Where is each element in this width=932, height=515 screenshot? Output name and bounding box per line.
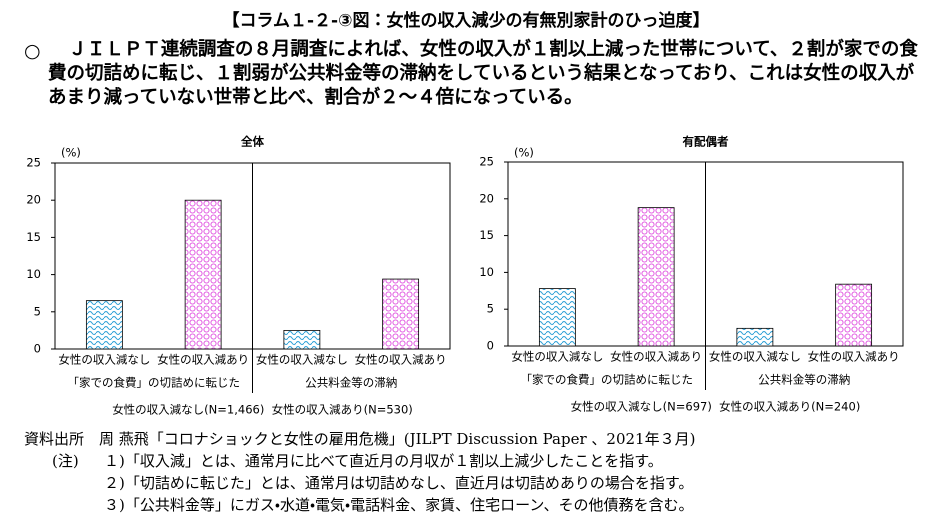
bar <box>382 278 420 350</box>
note: ２)「切詰めに転じた」とは、通常月は切詰めなし、直近月は切詰めありの場合を指す。 <box>104 474 694 492</box>
bar <box>283 329 321 350</box>
bar <box>538 288 576 347</box>
group-label: 公共料金等の滞納 <box>305 376 397 390</box>
y-tick-label: 0 <box>487 339 494 353</box>
bullet: ○ <box>24 40 41 62</box>
y-tick-label: 20 <box>26 193 41 207</box>
y-tick-label: 25 <box>479 155 494 169</box>
group-label: 公共料金等の滞納 <box>758 373 850 387</box>
y-tick-label: 5 <box>34 304 41 318</box>
x-tick-label: 女性の収入減なし <box>58 353 150 367</box>
chart-title: 全体 <box>241 135 264 149</box>
chart: 有配偶者 (%) 0 5 10 15 20 25 「家での食費」の切詰めに転じた 公共料金等の滞納… <box>479 135 904 414</box>
bar <box>85 300 123 350</box>
sample-note: 女性の収入減なし(N=1,466) 女性の収入減あり(N=530) <box>112 403 413 417</box>
y-tick-label: 0 <box>34 342 41 356</box>
x-tick-label: 女性の収入減あり <box>157 353 249 367</box>
x-tick-label: 女性の収入減なし <box>511 350 603 364</box>
group-label: 「家での食費」の切詰めに転じた <box>521 373 694 387</box>
x-tick-label: 女性の収入減あり <box>808 350 900 364</box>
y-unit: (%) <box>514 146 534 160</box>
group-label: 「家での食費」の切詰めに転じた <box>68 376 241 390</box>
y-tick-label: 10 <box>479 265 494 279</box>
y-tick-label: 5 <box>487 302 494 316</box>
sample-note: 女性の収入減なし(N=697) 女性の収入減あり(N=240) <box>571 400 861 414</box>
paragraph: ＪＩＬＰＴ連続調査の８月調査によれば、女性の収入が１割以上減った世帯について、２… <box>48 39 918 108</box>
figure-title: 【コラム１-２-③図：女性の収入減少の有無別家計のひっ迫度】 <box>222 11 710 31</box>
bar <box>835 283 873 347</box>
y-tick-label: 15 <box>479 228 494 242</box>
bar <box>736 327 774 347</box>
bar <box>637 207 675 347</box>
bar <box>184 199 222 350</box>
y-tick-label: 25 <box>26 156 41 170</box>
x-tick-label: 女性の収入減なし <box>256 353 348 367</box>
x-tick-label: 女性の収入減あり <box>610 350 702 364</box>
chart-title: 有配偶者 <box>683 135 729 149</box>
notes-label: (注) <box>52 452 79 470</box>
y-tick-label: 15 <box>26 230 41 244</box>
note: ３)「公共料金等」にガス・水道・電気・電話料金、家賃、住宅ローン、その他債務を含… <box>104 496 694 514</box>
y-tick-label: 10 <box>26 267 41 281</box>
y-tick-label: 20 <box>479 191 494 205</box>
x-tick-label: 女性の収入減なし <box>709 350 801 364</box>
x-tick-label: 女性の収入減あり <box>355 353 447 367</box>
note: １)「収入減」とは、通常月に比べて直近月の月収が１割以上減少したことを指す。 <box>104 452 663 470</box>
source: 資料出所 周 燕飛「コロナショックと女性の雇用危機」(JILPT Discuss… <box>24 430 696 448</box>
y-unit: (%) <box>61 146 81 160</box>
